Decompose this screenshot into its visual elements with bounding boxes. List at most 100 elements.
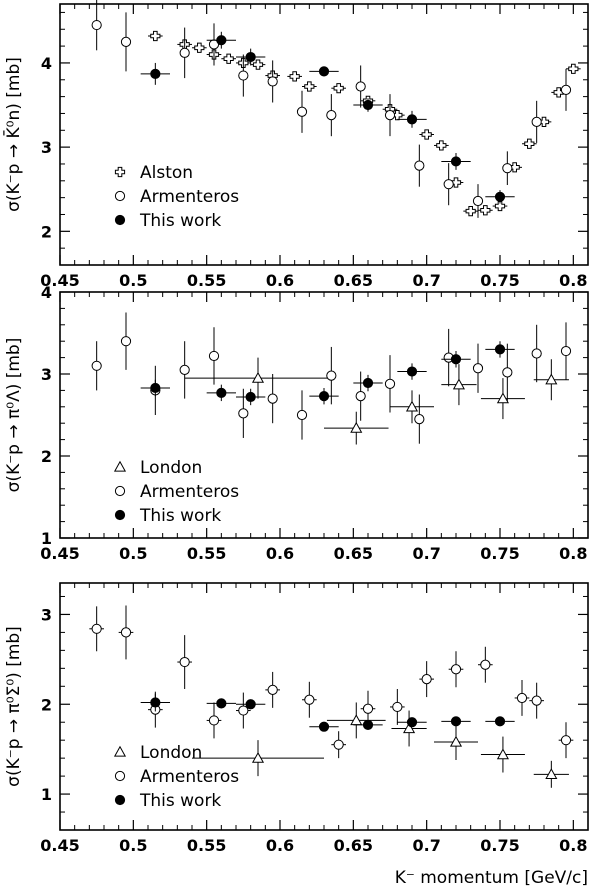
data-point xyxy=(194,42,205,53)
data-point xyxy=(150,30,161,42)
data-point xyxy=(355,81,366,92)
y-axis-label: σ(K⁻p → π⁰Σ⁰) [mb] xyxy=(4,626,24,787)
series-armenteros xyxy=(91,0,572,218)
data-point xyxy=(502,367,513,378)
data-point xyxy=(568,63,579,74)
data-point xyxy=(494,344,506,355)
x-tick-label: 0.75 xyxy=(480,544,519,563)
data-point xyxy=(120,336,132,347)
data-point xyxy=(245,391,256,403)
data-point xyxy=(362,719,374,731)
legend-marker xyxy=(114,190,126,202)
series-this-work xyxy=(140,693,515,732)
data-point xyxy=(216,698,227,709)
data-point xyxy=(208,350,220,362)
x-tick-label: 0.55 xyxy=(187,544,226,563)
data-point xyxy=(216,387,227,398)
data-point xyxy=(384,110,396,121)
data-point xyxy=(362,377,374,389)
data-point xyxy=(472,195,484,207)
data-point xyxy=(91,623,102,634)
data-point xyxy=(494,716,506,727)
data-point xyxy=(350,421,363,433)
data-point xyxy=(318,391,330,402)
data-point xyxy=(414,414,425,425)
y-axis-label: σ(K⁻p → π⁰Λ) [mb] xyxy=(4,338,24,493)
x-tick-label: 0.65 xyxy=(334,836,373,855)
data-point xyxy=(452,378,465,390)
data-point xyxy=(384,378,396,389)
series-armenteros xyxy=(89,605,574,759)
data-point xyxy=(494,200,506,212)
data-point xyxy=(267,684,278,695)
data-point xyxy=(296,409,308,421)
data-point xyxy=(450,354,462,365)
data-point xyxy=(179,364,190,375)
y-tick-label: 1 xyxy=(41,529,52,548)
series-armenteros xyxy=(91,312,572,444)
data-point xyxy=(267,393,278,404)
data-point xyxy=(443,179,454,190)
legend-marker xyxy=(114,770,126,782)
legend-label: Alston xyxy=(140,163,193,183)
x-tick-label: 0.7 xyxy=(412,271,440,290)
data-point xyxy=(318,721,330,732)
data-point xyxy=(496,748,509,760)
x-tick-label: 0.55 xyxy=(187,271,226,290)
data-point xyxy=(355,391,366,402)
x-tick-label: 0.55 xyxy=(187,836,226,855)
series-london xyxy=(192,702,569,788)
data-point xyxy=(245,699,256,710)
data-point xyxy=(406,366,418,377)
series-london xyxy=(184,357,569,445)
data-point xyxy=(362,99,374,111)
legend-label: Armenteros xyxy=(140,482,239,502)
data-point xyxy=(560,345,572,357)
y-tick-label: 4 xyxy=(41,54,52,73)
y-axis-label: σ(K⁻p → K̄⁰n) [mb] xyxy=(2,57,24,212)
x-tick-label: 0.45 xyxy=(40,836,79,855)
legend: London Armenteros This work xyxy=(113,458,239,526)
data-point xyxy=(524,138,535,149)
data-point xyxy=(238,705,249,716)
series-this-work xyxy=(140,31,515,204)
y-tick-label: 4 xyxy=(41,283,52,302)
x-tick-label: 0.5 xyxy=(119,271,147,290)
data-point xyxy=(560,84,572,95)
legend-label: Armenteros xyxy=(140,187,239,207)
data-point xyxy=(120,627,132,638)
data-point xyxy=(238,408,249,419)
panel-2: 0.45 0.5 0.55 0.6 0.65 0.7 0.75 0.8 1 2 3 4 σ(K⁻p → … xyxy=(4,283,589,563)
data-point xyxy=(350,714,363,726)
data-point xyxy=(403,722,416,734)
y-tick-label: 3 xyxy=(41,605,52,624)
data-point xyxy=(333,83,344,94)
data-point xyxy=(251,371,265,383)
data-point xyxy=(208,715,220,726)
data-point xyxy=(150,697,161,708)
x-tick-label: 0.6 xyxy=(266,544,294,563)
data-point xyxy=(251,751,265,763)
data-point xyxy=(392,701,403,713)
data-point xyxy=(238,70,249,81)
panel-3: 0.45 0.5 0.55 0.6 0.65 0.7 0.75 0.8 1 2 3 σ(K⁻p → π… xyxy=(4,582,589,888)
data-point xyxy=(252,59,264,70)
data-point xyxy=(333,739,344,750)
data-point xyxy=(318,66,330,77)
x-tick-label: 0.45 xyxy=(40,271,79,290)
data-point xyxy=(516,692,528,704)
data-point xyxy=(179,47,190,58)
data-point xyxy=(465,206,476,217)
legend-marker xyxy=(114,794,126,806)
legend-marker xyxy=(113,460,127,472)
data-point xyxy=(496,392,509,404)
x-tick-label: 0.75 xyxy=(480,836,519,855)
y-tick-label: 3 xyxy=(41,138,52,157)
data-point xyxy=(179,656,190,668)
data-point xyxy=(91,19,102,31)
data-point xyxy=(405,400,419,412)
legend: Alston Armenteros This work xyxy=(114,163,239,231)
data-point xyxy=(406,114,418,125)
x-tick-label: 0.75 xyxy=(480,271,519,290)
